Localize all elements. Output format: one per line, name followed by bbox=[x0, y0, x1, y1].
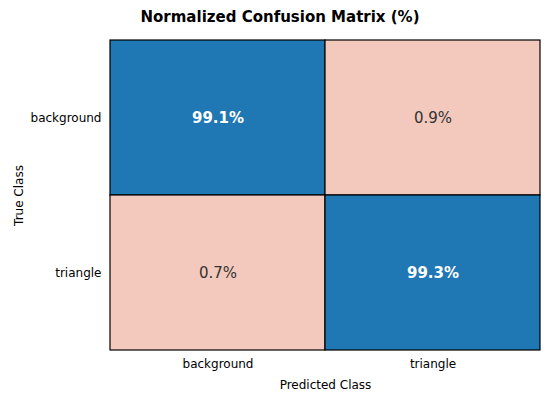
svg-text:triangle: triangle bbox=[410, 357, 456, 371]
svg-text:triangle: triangle bbox=[55, 266, 101, 280]
svg-text:Predicted Class: Predicted Class bbox=[280, 378, 372, 392]
html-text:Normalized Confusion Matrix (%: Normalized Confusion Matrix (%) bbox=[140, 8, 420, 26]
svg-text:background: background bbox=[183, 357, 254, 371]
svg-text:True Class: True Class bbox=[12, 165, 26, 227]
svg-text:99.1%: 99.1% bbox=[192, 109, 244, 127]
svg-text:99.3%: 99.3% bbox=[407, 264, 459, 282]
svg-text:background: background bbox=[31, 111, 102, 125]
svg-text:0.7%: 0.7% bbox=[199, 264, 237, 282]
svg-text:0.9%: 0.9% bbox=[414, 109, 452, 127]
